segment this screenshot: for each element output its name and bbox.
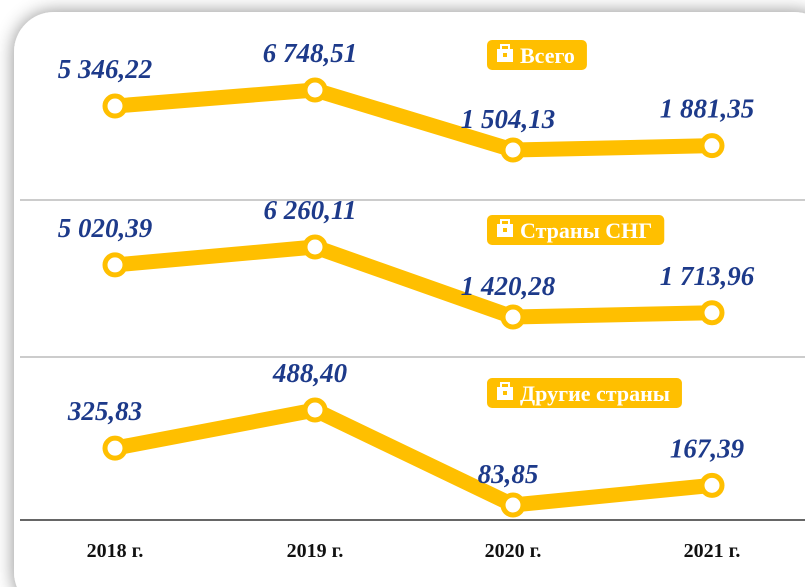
marker	[699, 133, 725, 159]
data-label: 83,85	[478, 459, 539, 489]
marker	[500, 137, 526, 163]
briefcase-handle	[500, 382, 510, 389]
data-label: 1 881,35	[660, 94, 755, 124]
marker	[500, 492, 526, 518]
badge-bg	[487, 215, 665, 245]
data-label: 6 260,11	[263, 195, 356, 225]
data-label: 5 020,39	[58, 213, 153, 243]
x-tick-label: 2019 г.	[287, 540, 344, 562]
marker	[500, 304, 526, 330]
briefcase-handle	[500, 44, 510, 51]
legend-label: Страны СНГ	[520, 218, 652, 243]
briefcase-clasp	[503, 391, 507, 395]
marker	[102, 435, 128, 461]
marker	[699, 300, 725, 326]
x-tick-label: 2018 г.	[87, 540, 144, 562]
frame	[14, 12, 805, 587]
marker	[102, 252, 128, 278]
marker	[302, 77, 328, 103]
badge-bg	[487, 40, 587, 70]
data-label: 5 346,22	[58, 54, 153, 84]
briefcase-clasp	[503, 228, 507, 232]
marker	[302, 234, 328, 260]
data-label: 6 748,51	[263, 38, 358, 68]
data-label: 325,83	[67, 396, 142, 426]
line	[113, 402, 713, 513]
x-tick-label: 2021 г.	[684, 540, 741, 562]
data-label: 488,40	[272, 358, 348, 388]
line	[114, 82, 713, 158]
data-label: 1 713,96	[660, 261, 755, 291]
marker	[699, 472, 725, 498]
badge-bg	[487, 378, 682, 408]
data-label: 1 504,13	[461, 104, 556, 134]
legend-badge: Страны СНГ	[487, 215, 665, 245]
marker	[102, 93, 128, 119]
x-tick-label: 2020 г.	[485, 540, 542, 562]
briefcase-handle	[500, 219, 510, 226]
briefcase-clasp	[503, 53, 507, 57]
legend-badge: Другие страны	[487, 378, 682, 408]
legend-label: Другие страны	[520, 381, 670, 406]
marker	[302, 397, 328, 423]
legend-badge: Всего	[487, 40, 587, 70]
legend-label: Всего	[520, 43, 575, 68]
data-label: 167,39	[670, 433, 745, 463]
line	[114, 239, 713, 325]
data-label: 1 420,28	[461, 271, 556, 301]
